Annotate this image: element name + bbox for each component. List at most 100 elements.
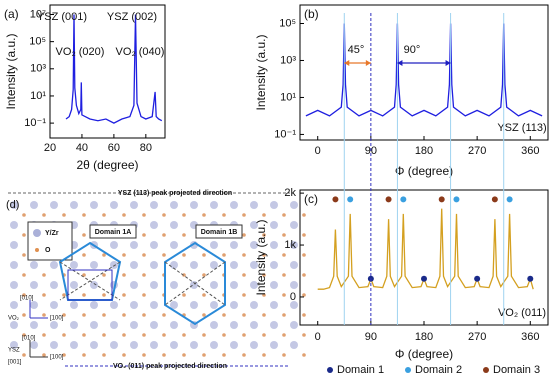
lattice-site <box>82 353 86 357</box>
domain-label: Domain 1A <box>95 229 132 236</box>
lattice-site <box>190 301 198 309</box>
lattice-site <box>302 273 306 277</box>
y-axis-title: Intensity (a.u.) <box>4 33 18 109</box>
lattice-site <box>10 281 18 289</box>
lattice-site <box>42 213 46 217</box>
lattice-site <box>210 281 218 289</box>
lattice-site <box>22 253 26 257</box>
lattice-site <box>122 353 126 357</box>
lattice-site <box>210 241 218 249</box>
lattice-site <box>210 301 218 309</box>
lattice-site <box>62 333 66 337</box>
legend-symbol <box>327 367 333 373</box>
lattice-site <box>82 213 86 217</box>
lattice-site <box>230 261 238 269</box>
lattice-site <box>90 301 98 309</box>
lattice-site <box>142 213 146 217</box>
lattice-site <box>42 313 46 317</box>
x-tick-label: 360 <box>521 145 539 157</box>
lattice-site <box>122 313 126 317</box>
annotation: VO₂ (011) <box>498 307 546 319</box>
lattice-site <box>182 253 186 257</box>
annotation: YSZ (001) <box>37 11 87 23</box>
lattice-site <box>202 353 206 357</box>
lattice-site <box>230 321 238 329</box>
legend-text: Domain 2 <box>415 364 462 376</box>
domain-marker <box>527 275 534 282</box>
lattice-site <box>70 201 78 209</box>
lattice-site <box>50 201 58 209</box>
lattice-site <box>230 281 238 289</box>
y-tick-label: 10¹ <box>280 91 296 103</box>
lattice-diagram: YSZ (113) peak projected direction (d) Y… <box>6 190 306 370</box>
lattice-site <box>162 313 166 317</box>
lattice-site <box>162 213 166 217</box>
lattice-site <box>82 293 86 297</box>
lattice-site <box>250 301 258 309</box>
legend-symbol <box>483 367 489 373</box>
legend-text: Domain 1 <box>337 364 384 376</box>
lattice-site <box>110 321 118 329</box>
domain-marker <box>421 275 427 282</box>
lattice-site <box>190 341 198 349</box>
panel-label: (a) <box>4 7 19 21</box>
lattice-site <box>282 253 286 257</box>
lattice-site <box>302 293 306 297</box>
lattice-site <box>82 233 86 237</box>
lattice-site <box>142 253 146 257</box>
lattice-site <box>182 273 186 277</box>
x-tick-label: 180 <box>415 331 433 343</box>
lattice-site <box>130 261 138 269</box>
x-axis-title: 2θ (degree) <box>76 158 138 172</box>
lattice-site <box>250 221 258 229</box>
lattice-site <box>22 213 26 217</box>
lattice-site <box>22 313 26 317</box>
lattice-site <box>110 341 118 349</box>
lattice-site <box>222 333 226 337</box>
panel-label: (d) <box>6 199 19 211</box>
y-tick-label: 10⁵ <box>279 17 296 29</box>
lattice-site <box>190 261 198 269</box>
lattice-site <box>262 213 266 217</box>
lattice-site <box>82 313 86 317</box>
annotation: 90° <box>404 44 421 56</box>
lattice-site <box>42 333 46 337</box>
lattice-site <box>122 213 126 217</box>
axis-text: [010] <box>22 336 36 342</box>
lattice-site <box>222 213 226 217</box>
lattice-site <box>262 313 266 317</box>
lattice-site <box>30 281 38 289</box>
legend-symbol <box>33 229 41 237</box>
lattice-site <box>242 313 246 317</box>
lattice-site <box>282 213 286 217</box>
lattice-site <box>162 253 166 257</box>
arrow-head <box>445 60 451 66</box>
axis-text: [100] <box>50 316 64 322</box>
x-axis-title: Φ (degree) <box>395 347 453 361</box>
plot-frame <box>49 4 166 139</box>
lattice-site <box>150 341 158 349</box>
legend-text: O <box>45 247 51 254</box>
arrow-head <box>344 60 350 66</box>
lattice-site <box>142 353 146 357</box>
lattice-site <box>290 221 298 229</box>
lattice-site <box>182 233 186 237</box>
lattice-site <box>182 213 186 217</box>
lattice-site <box>270 341 278 349</box>
lattice-site <box>70 281 78 289</box>
lattice-site <box>10 221 18 229</box>
lattice-site <box>122 333 126 337</box>
lattice-site <box>242 213 246 217</box>
lattice-site <box>122 273 126 277</box>
lattice-site <box>290 201 298 209</box>
annotation: 45° <box>348 44 365 56</box>
domain-marker <box>453 196 460 203</box>
lattice-site <box>210 341 218 349</box>
axis-text: [001] <box>8 360 22 366</box>
lattice-site <box>282 333 286 337</box>
domain-label: Domain 1B <box>201 229 238 236</box>
lattice-site <box>162 333 166 337</box>
lattice-site <box>110 301 118 309</box>
lattice-site <box>270 201 278 209</box>
lattice-site <box>142 293 146 297</box>
